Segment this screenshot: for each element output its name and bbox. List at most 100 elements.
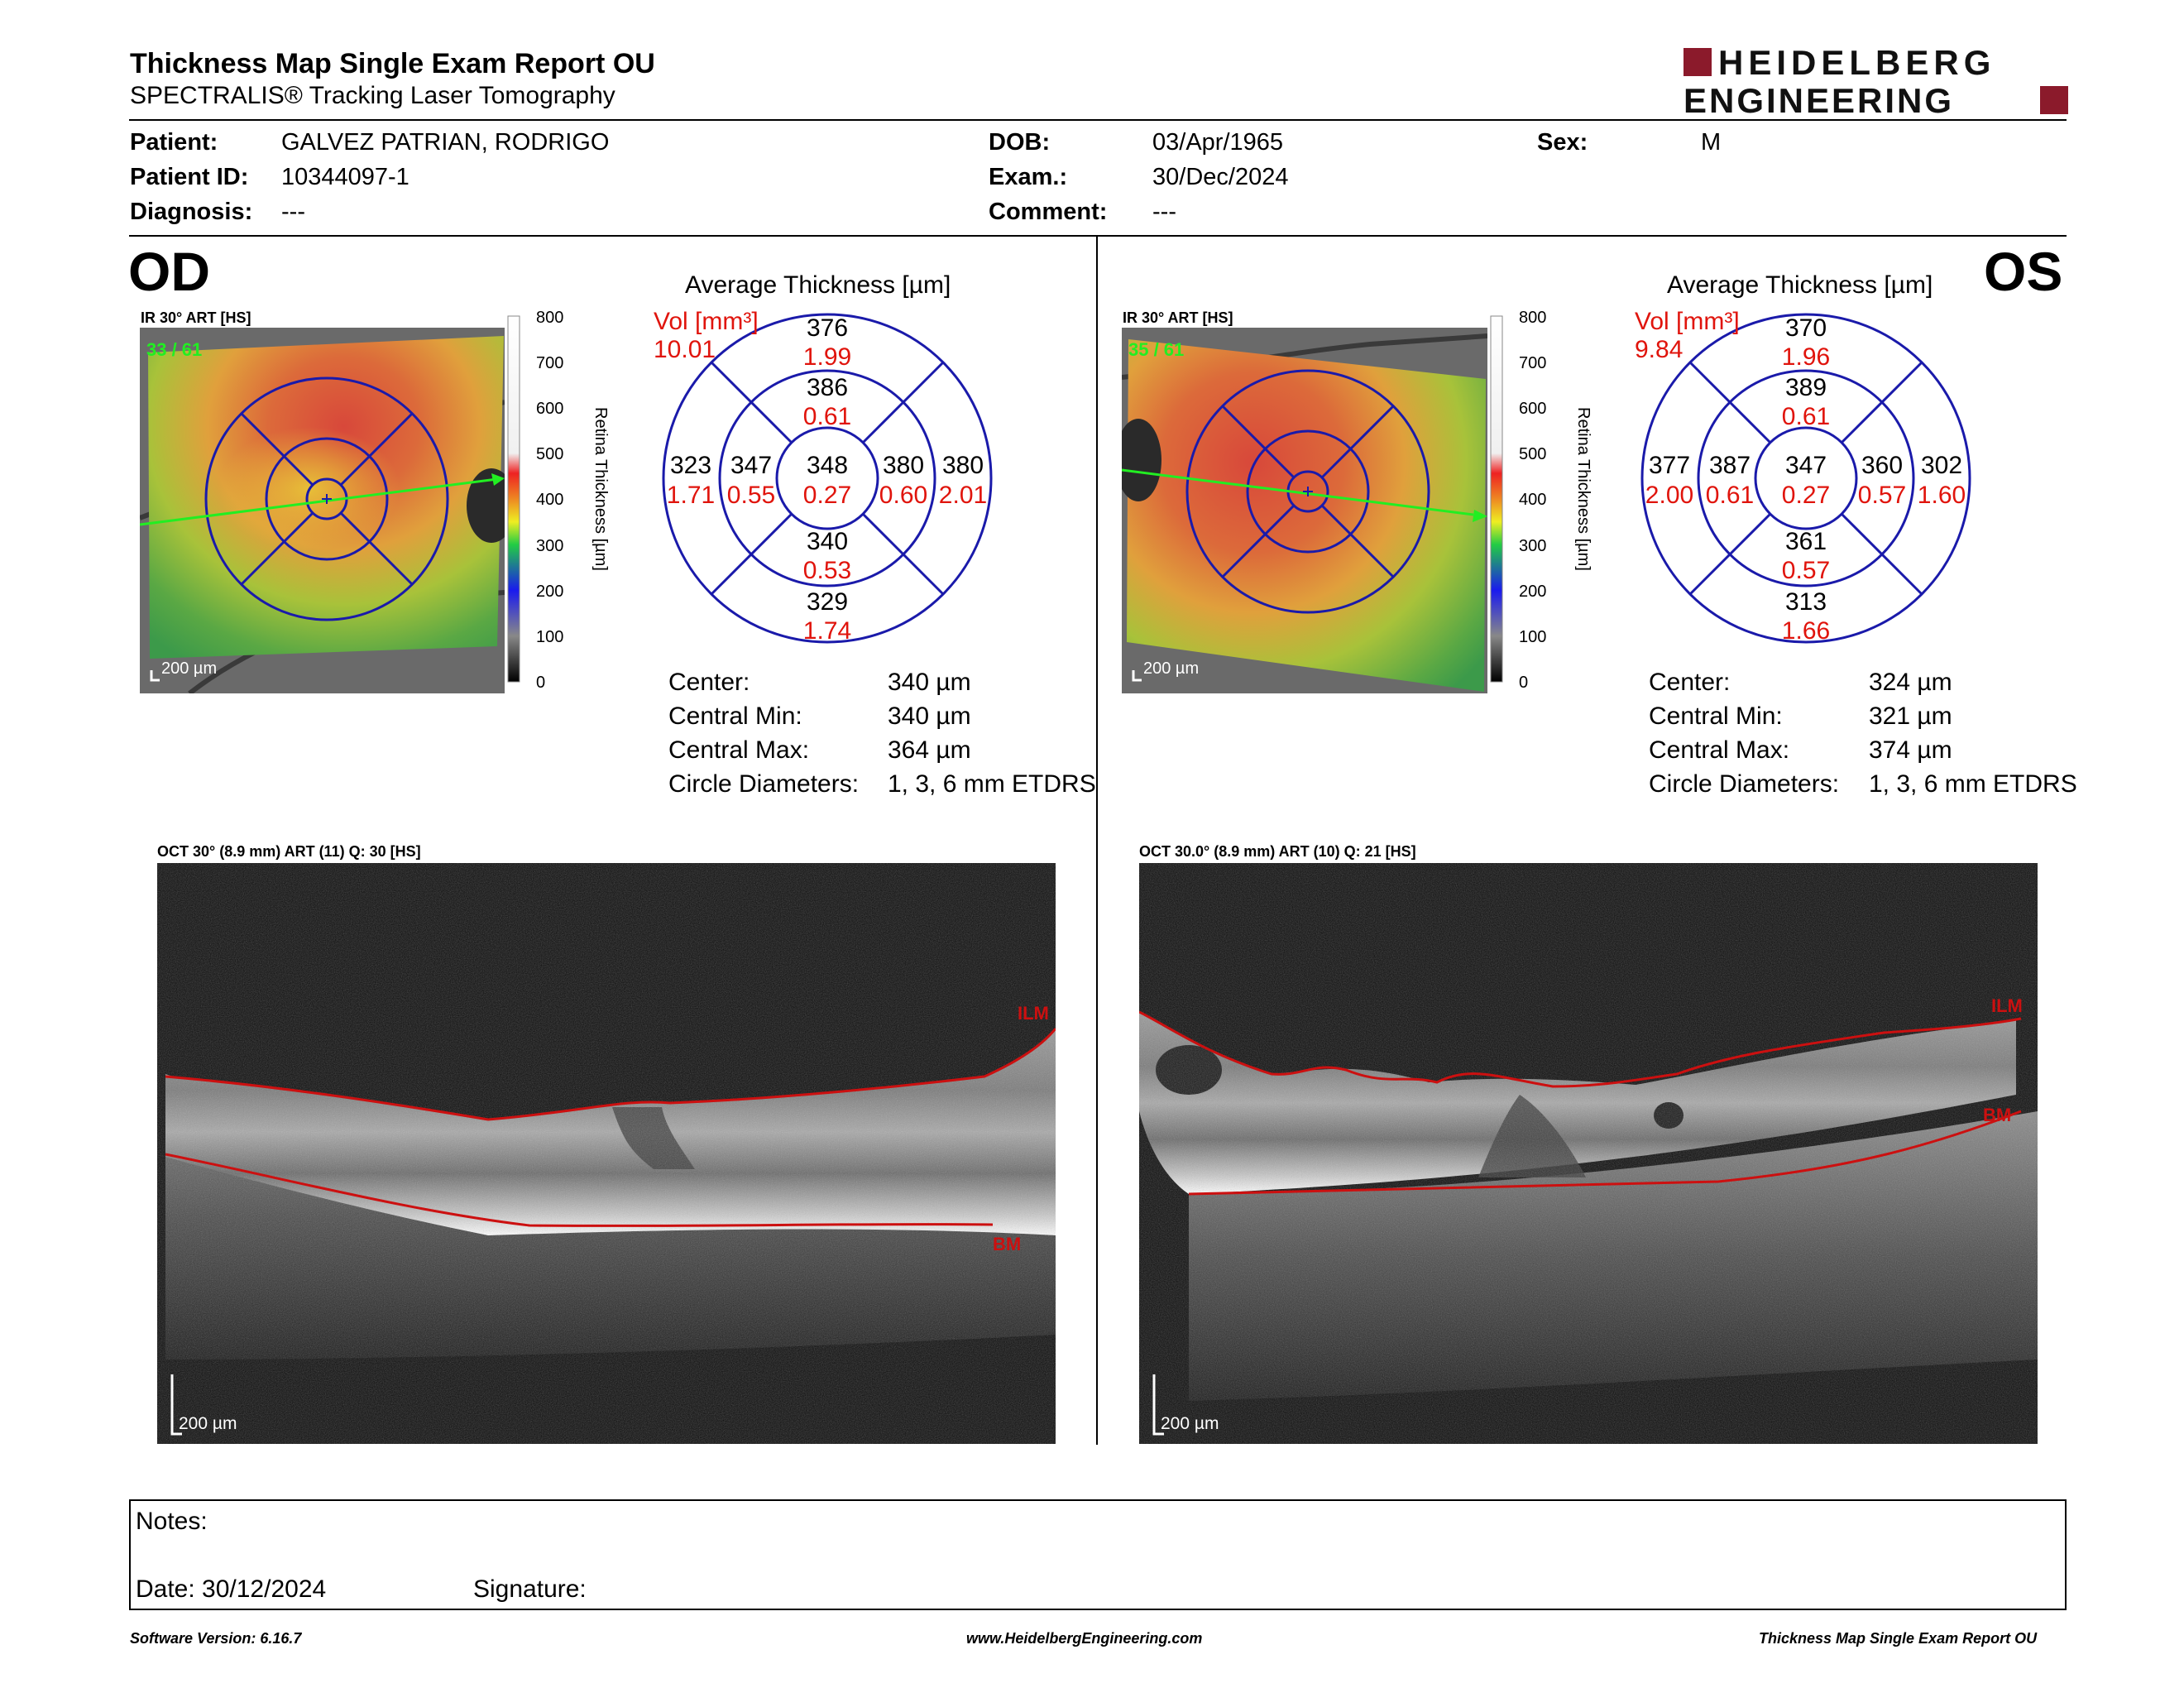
logo-line1: HEIDELBERG: [1718, 43, 1995, 82]
svg-text:1.66: 1.66: [1782, 617, 1830, 645]
svg-text:360: 360: [1861, 452, 1903, 479]
od-eye-label: OD: [128, 241, 210, 302]
svg-text:600: 600: [536, 400, 563, 418]
os-oct-bm: BM: [1983, 1105, 2011, 1125]
svg-text:0.27: 0.27: [803, 482, 851, 509]
os-stat-label-max: Central Max:: [1649, 736, 1790, 764]
date-label: Date: 30/12/2024: [136, 1575, 327, 1603]
os-colorbar-label: Retina Thickness [µm]: [1574, 407, 1592, 571]
od-stat-label-center: Center:: [668, 669, 750, 696]
svg-text:300: 300: [536, 537, 563, 555]
os-stat-label-diam: Circle Diameters:: [1649, 770, 1840, 798]
svg-text:0.55: 0.55: [727, 482, 775, 509]
svg-text:0.57: 0.57: [1858, 482, 1906, 509]
comment-label: Comment:: [989, 199, 1108, 225]
svg-text:347: 347: [730, 452, 772, 479]
os-etdrs-grid: 370 1.96 389 0.61 377 2.00 387 0.61 347 …: [1628, 303, 1992, 667]
report-subtitle: SPECTRALIS® Tracking Laser Tomography: [130, 82, 615, 109]
svg-text:0.57: 0.57: [1782, 557, 1830, 584]
os-stat-value-min: 321 µm: [1869, 703, 1952, 730]
os-oct-scan: ILM BM 200 µm: [1138, 863, 2038, 1444]
svg-text:800: 800: [1519, 309, 1546, 327]
svg-text:0.61: 0.61: [1782, 403, 1830, 430]
svg-text:500: 500: [536, 445, 563, 463]
svg-text:0.27: 0.27: [1782, 482, 1830, 509]
svg-text:400: 400: [1519, 491, 1546, 509]
od-colorbar: 800 700 600 500 400 300 200 100 0 Retina…: [506, 308, 622, 697]
os-oct-scale: 200 µm: [1161, 1414, 1219, 1433]
od-stat-value-min: 340 µm: [888, 703, 971, 730]
svg-text:400: 400: [536, 491, 563, 509]
od-oct-bm: BM: [993, 1234, 1021, 1254]
od-ir-label: IR 30° ART [HS]: [141, 309, 251, 326]
od-thickness-map: 33 / 61 200 µm: [138, 328, 516, 696]
svg-text:386: 386: [807, 374, 848, 401]
od-vol-label: Vol [mm³]: [654, 308, 759, 335]
os-stat-label-min: Central Min:: [1649, 703, 1783, 730]
os-eye-label: OS: [1984, 241, 2063, 302]
header-divider: [129, 119, 2067, 121]
svg-text:200: 200: [1519, 583, 1546, 601]
os-colorbar: 800 700 600 500 400 300 200 100 0 Retina…: [1489, 308, 1605, 697]
notes-box: Notes: Date: 30/12/2024 Signature:: [129, 1499, 2067, 1610]
svg-text:700: 700: [536, 354, 563, 372]
svg-text:2.01: 2.01: [939, 482, 987, 509]
od-etdrs-grid: 376 1.99 386 0.61 323 1.71 347 0.55 348 …: [649, 303, 1013, 667]
svg-text:389: 389: [1785, 374, 1827, 401]
dob-value: 03/Apr/1965: [1152, 129, 1284, 156]
svg-text:370: 370: [1785, 314, 1827, 342]
od-stat-value-max: 364 µm: [888, 736, 971, 764]
os-avg-title: Average Thickness [µm]: [1667, 271, 1933, 299]
patient-id-value: 10344097-1: [281, 164, 410, 190]
svg-text:1.96: 1.96: [1782, 343, 1830, 371]
patient-name: GALVEZ PATRIAN, RODRIGO: [281, 129, 610, 156]
os-vol-value: 9.84: [1635, 336, 1684, 363]
svg-text:348: 348: [807, 452, 848, 479]
os-oct-ilm: ILM: [1991, 995, 2023, 1016]
od-avg-title: Average Thickness [µm]: [685, 271, 951, 299]
footer-software: Software Version: 6.16.7: [130, 1630, 302, 1647]
od-oct-scale: 200 µm: [179, 1414, 237, 1433]
svg-text:2.00: 2.00: [1645, 482, 1693, 509]
exam-value: 30/Dec/2024: [1152, 164, 1289, 190]
footer-report: Thickness Map Single Exam Report OU: [1759, 1630, 2038, 1647]
svg-text:377: 377: [1649, 452, 1690, 479]
svg-text:100: 100: [1519, 628, 1546, 646]
svg-text:380: 380: [883, 452, 924, 479]
od-ir-scale: 200 µm: [161, 659, 217, 678]
svg-text:500: 500: [1519, 445, 1546, 463]
logo-line2: ENGINEERING: [1684, 81, 1954, 117]
svg-text:800: 800: [536, 309, 563, 327]
heidelberg-logo: HEIDELBERG ENGINEERING: [1684, 43, 2068, 120]
patient-label: Patient:: [130, 129, 218, 156]
svg-text:0: 0: [1519, 674, 1528, 692]
od-colorbar-label: Retina Thickness [µm]: [592, 407, 610, 571]
od-oct-ilm: ILM: [1018, 1003, 1049, 1024]
report-title: Thickness Map Single Exam Report OU: [130, 48, 655, 79]
comment-value: ---: [1152, 199, 1176, 225]
svg-text:0.53: 0.53: [803, 557, 851, 584]
diagnosis-label: Diagnosis:: [130, 199, 253, 225]
patient-id-label: Patient ID:: [130, 164, 249, 190]
od-stat-label-diam: Circle Diameters:: [668, 770, 860, 798]
svg-text:340: 340: [807, 528, 848, 555]
svg-text:376: 376: [807, 314, 848, 342]
os-ir-label: IR 30° ART [HS]: [1123, 309, 1233, 326]
svg-text:361: 361: [1785, 528, 1827, 555]
od-oct-scan: ILM BM 200 µm: [157, 863, 1057, 1444]
signature-label: Signature:: [473, 1575, 587, 1603]
os-ir-overlay: 35 / 61: [1128, 339, 1184, 360]
os-vol-label: Vol [mm³]: [1635, 308, 1740, 335]
svg-text:600: 600: [1519, 400, 1546, 418]
footer-website[interactable]: www.HeidelbergEngineering.com: [966, 1630, 1203, 1647]
svg-text:0.61: 0.61: [803, 403, 851, 430]
svg-text:0: 0: [536, 674, 545, 692]
svg-text:313: 313: [1785, 588, 1827, 616]
svg-text:1.71: 1.71: [667, 482, 715, 509]
od-stat-value-diam: 1, 3, 6 mm ETDRS: [888, 770, 1096, 798]
svg-text:1.74: 1.74: [803, 617, 851, 645]
svg-text:1.99: 1.99: [803, 343, 851, 371]
svg-text:200: 200: [536, 583, 563, 601]
os-stat-value-diam: 1, 3, 6 mm ETDRS: [1869, 770, 2077, 798]
dob-label: DOB:: [989, 129, 1051, 156]
